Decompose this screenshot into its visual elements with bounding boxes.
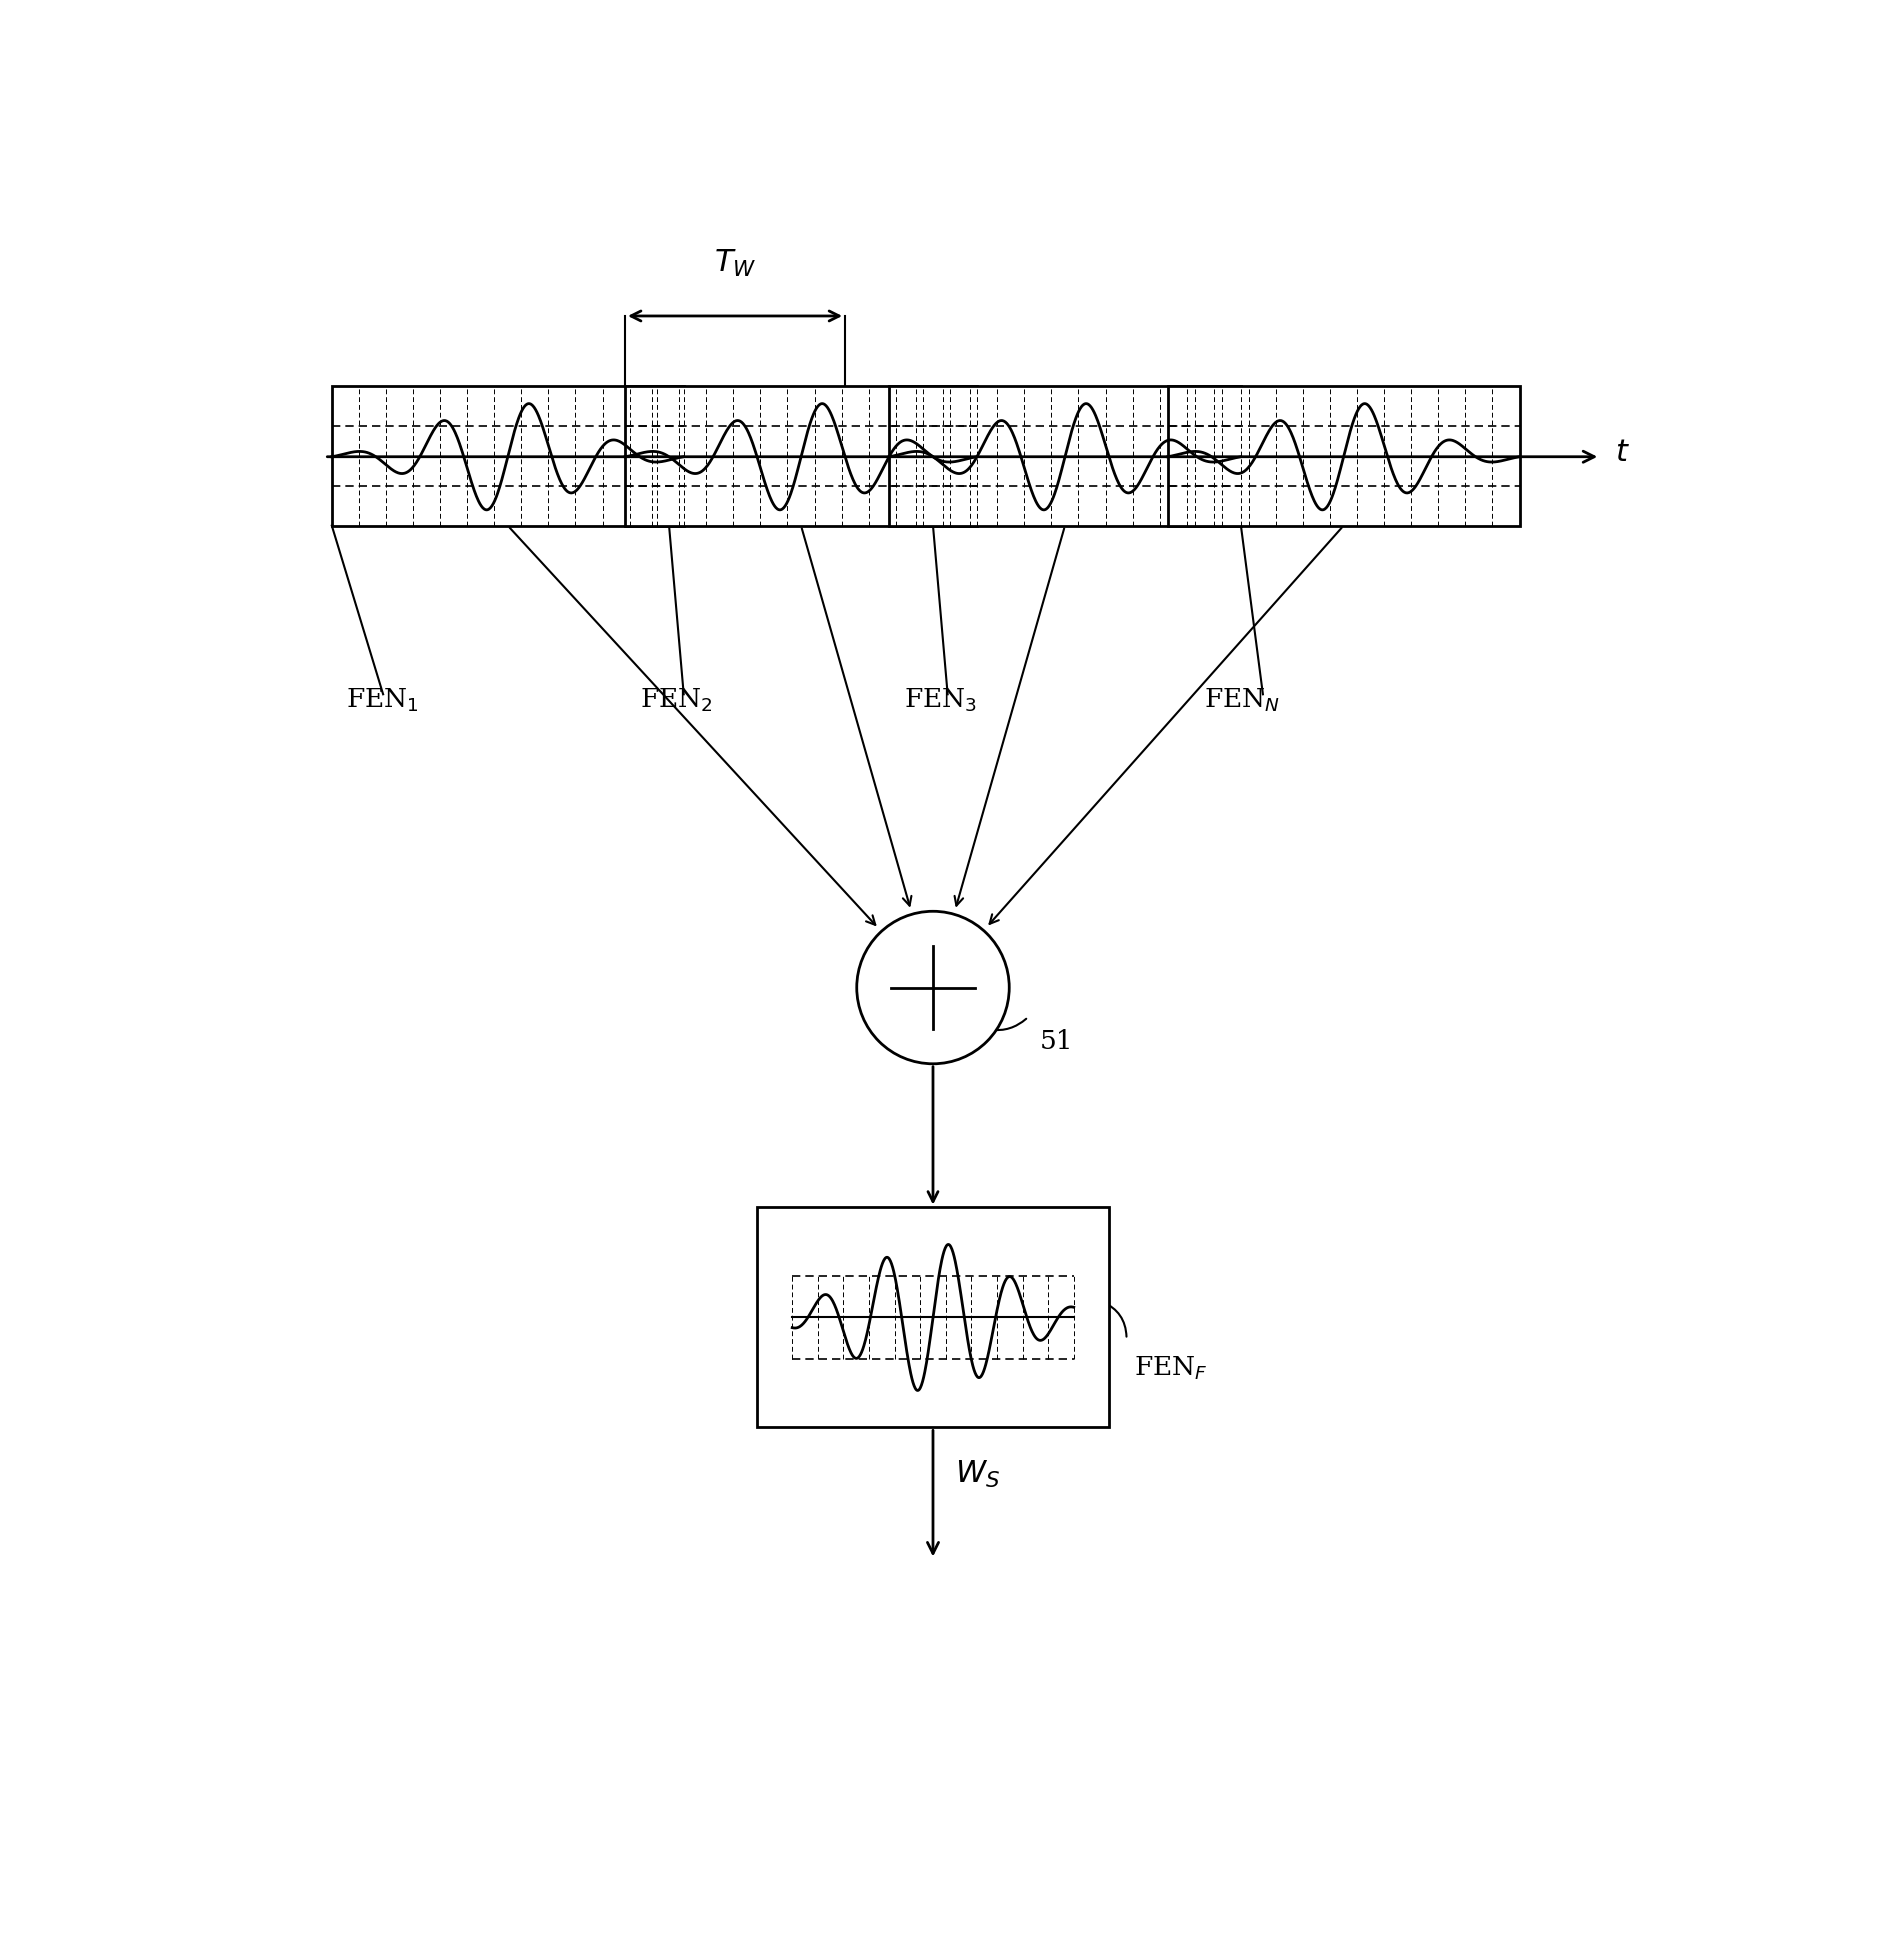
Bar (889, 386, 1241, 526)
Text: FEN$_2$: FEN$_2$ (639, 687, 713, 714)
Text: $W_S$: $W_S$ (955, 1460, 1001, 1491)
Bar (757, 1207, 1109, 1427)
Circle shape (857, 910, 1008, 1064)
Bar (331, 386, 683, 526)
Bar (1167, 386, 1519, 526)
Text: FEN$_1$: FEN$_1$ (346, 687, 420, 714)
Text: FEN$_N$: FEN$_N$ (1205, 687, 1281, 714)
Text: FEN$_3$: FEN$_3$ (904, 687, 976, 714)
Bar (624, 386, 976, 526)
Text: 51: 51 (1041, 1029, 1073, 1054)
Text: $t$: $t$ (1616, 437, 1629, 468)
Text: FEN$_F$: FEN$_F$ (1133, 1355, 1207, 1382)
Text: $T_W$: $T_W$ (713, 248, 757, 280)
